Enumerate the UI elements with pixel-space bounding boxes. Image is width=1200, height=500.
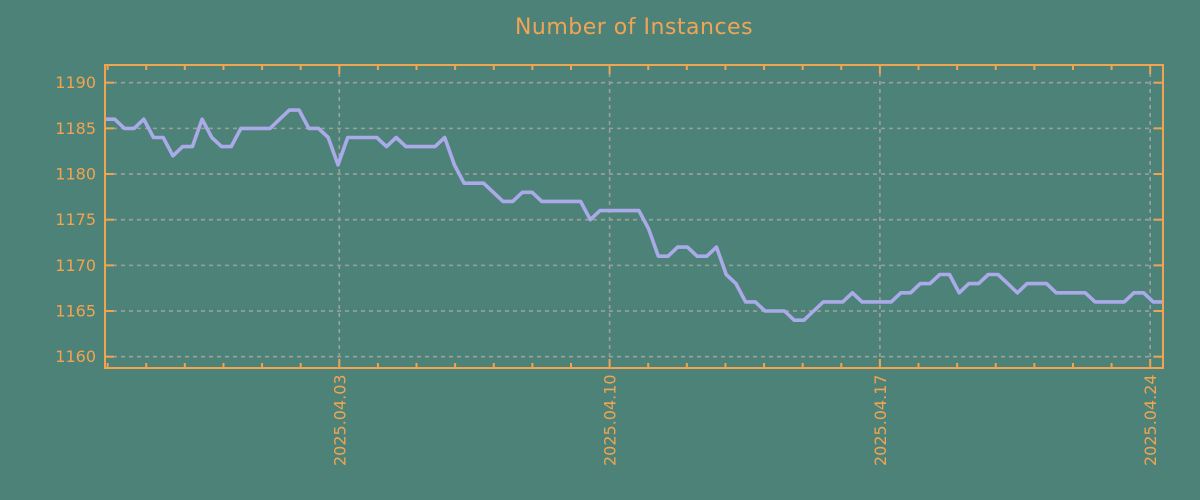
- x-tick-label: 2025.04.03: [330, 374, 349, 466]
- y-tick-label: 1170: [55, 256, 96, 275]
- x-tick-label: 2025.04.24: [1141, 374, 1160, 466]
- y-tick-label: 1180: [55, 165, 96, 184]
- y-tick-label: 1165: [55, 302, 96, 321]
- plot-border: [104, 64, 1164, 369]
- x-tick-label: 2025.04.10: [601, 374, 620, 466]
- x-tick-label: 2025.04.17: [871, 374, 890, 466]
- y-tick-label: 1190: [55, 73, 96, 92]
- y-tick-label: 1160: [55, 347, 96, 366]
- chart-title: Number of Instances: [514, 15, 754, 40]
- instances-series-line: [105, 108, 1163, 323]
- y-tick-label: 1175: [55, 210, 96, 229]
- y-tick-label: 1185: [55, 119, 96, 138]
